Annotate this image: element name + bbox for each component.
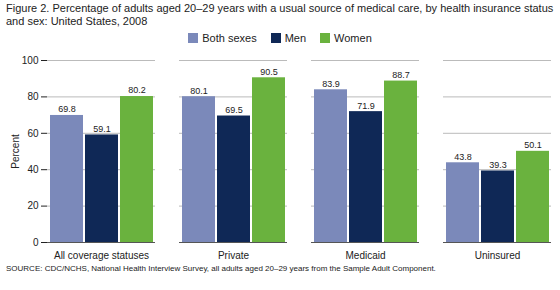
- svg-text:100: 100: [22, 55, 39, 66]
- svg-text:60: 60: [27, 128, 39, 139]
- svg-text:50.1: 50.1: [524, 140, 542, 150]
- svg-text:20: 20: [27, 200, 39, 211]
- svg-text:39.3: 39.3: [489, 160, 507, 170]
- svg-text:83.9: 83.9: [322, 79, 340, 89]
- svg-text:0: 0: [33, 237, 39, 248]
- svg-text:69.5: 69.5: [225, 105, 243, 115]
- svg-text:80.1: 80.1: [190, 86, 208, 96]
- svg-text:Percent: Percent: [10, 134, 21, 169]
- svg-text:88.7: 88.7: [392, 70, 410, 80]
- svg-text:90.5: 90.5: [260, 67, 278, 77]
- svg-text:80.2: 80.2: [128, 85, 146, 95]
- svg-text:69.8: 69.8: [58, 104, 76, 114]
- html-text:Men: Men: [284, 32, 307, 44]
- html-text:SOURCE: CDC/NCHS, National Hea: SOURCE: CDC/NCHS, National Health Interv…: [6, 264, 436, 273]
- svg-text:80: 80: [27, 91, 39, 102]
- svg-text:All coverage statuses: All coverage statuses: [54, 250, 149, 261]
- svg-text:71.9: 71.9: [357, 101, 375, 111]
- html-text:Figure 2. Percentage of adults: Figure 2. Percentage of adults aged 20–2…: [6, 2, 554, 27]
- svg-text:59.1: 59.1: [93, 124, 111, 134]
- svg-text:Private: Private: [218, 250, 250, 261]
- svg-text:43.8: 43.8: [454, 152, 472, 162]
- svg-text:Medicaid: Medicaid: [345, 250, 385, 261]
- html-text:Both sexes: Both sexes: [202, 32, 257, 44]
- svg-text:40: 40: [27, 164, 39, 175]
- html-text:Women: Women: [334, 32, 372, 44]
- svg-text:Uninsured: Uninsured: [475, 250, 521, 261]
